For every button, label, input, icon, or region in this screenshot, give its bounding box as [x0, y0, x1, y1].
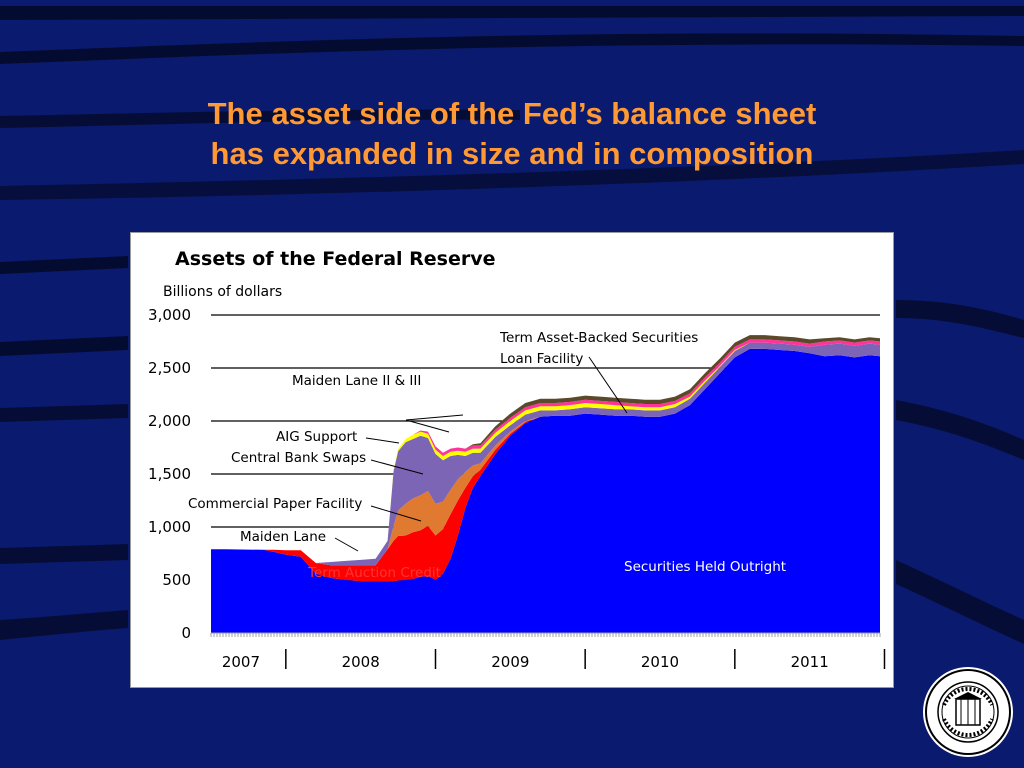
annotation-central-bank-swaps-leader	[370, 459, 424, 475]
annotation-term-auction-credit: Term Auction Credit	[307, 565, 441, 581]
annotation-aig-leader	[365, 437, 400, 444]
federal-reserve-seal-logo	[923, 667, 1013, 757]
chart-title: Assets of the Federal Reserve	[175, 248, 496, 270]
slide-title: The asset side of the Fed’s balance shee…	[0, 94, 1024, 174]
y-tick-label: 1,000	[148, 518, 191, 536]
x-tick-label-2010: 2010	[641, 653, 679, 671]
slide-title-line-1: The asset side of the Fed’s balance shee…	[207, 96, 817, 131]
slide-title-line-2: has expanded in size and in composition	[210, 136, 814, 171]
assets-chart: Assets of the Federal Reserve Billions o…	[148, 248, 886, 671]
area-series-0	[211, 348, 880, 633]
annotation-commercial-paper: Commercial Paper Facility	[188, 496, 362, 512]
chart-panel: Assets of the Federal Reserve Billions o…	[130, 232, 894, 688]
annotation-central-bank-swaps: Central Bank Swaps	[231, 450, 366, 466]
y-tick-label: 3,000	[148, 306, 191, 324]
annotation-talf-line-1: Term Asset-Backed Securities	[499, 330, 698, 346]
y-tick-label: 2,500	[148, 359, 191, 377]
annotation-talf-line-2: Loan Facility	[500, 351, 583, 367]
y-tick-label: 500	[162, 571, 191, 589]
x-tick-label-2009: 2009	[491, 653, 529, 671]
y-axis-label: Billions of dollars	[163, 284, 282, 300]
x-axis-minor-ticks	[210, 633, 881, 637]
annotation-commercial-paper-leader	[370, 505, 422, 522]
annotation-maiden-lane-2-3-leader-2	[405, 414, 464, 421]
y-tick-label: 0	[181, 624, 191, 642]
annotation-maiden-lane-leader	[334, 537, 359, 552]
annotation-talf-leader	[588, 356, 628, 414]
annotation-aig-support: AIG Support	[276, 429, 357, 445]
y-tick-label: 1,500	[148, 465, 191, 483]
x-tick-label-2011: 2011	[791, 653, 829, 671]
x-tick-label-2008: 2008	[342, 653, 380, 671]
x-tick-label-2007: 2007	[222, 653, 260, 671]
annotation-maiden-lane: Maiden Lane	[240, 529, 326, 545]
y-tick-label: 2,000	[148, 412, 191, 430]
annotation-maiden-lane-2-3-leader-1	[405, 419, 450, 433]
annotation-securities-held-outright: Securities Held Outright	[624, 559, 786, 575]
annotation-maiden-lane-2-3: Maiden Lane II & III	[292, 373, 421, 389]
